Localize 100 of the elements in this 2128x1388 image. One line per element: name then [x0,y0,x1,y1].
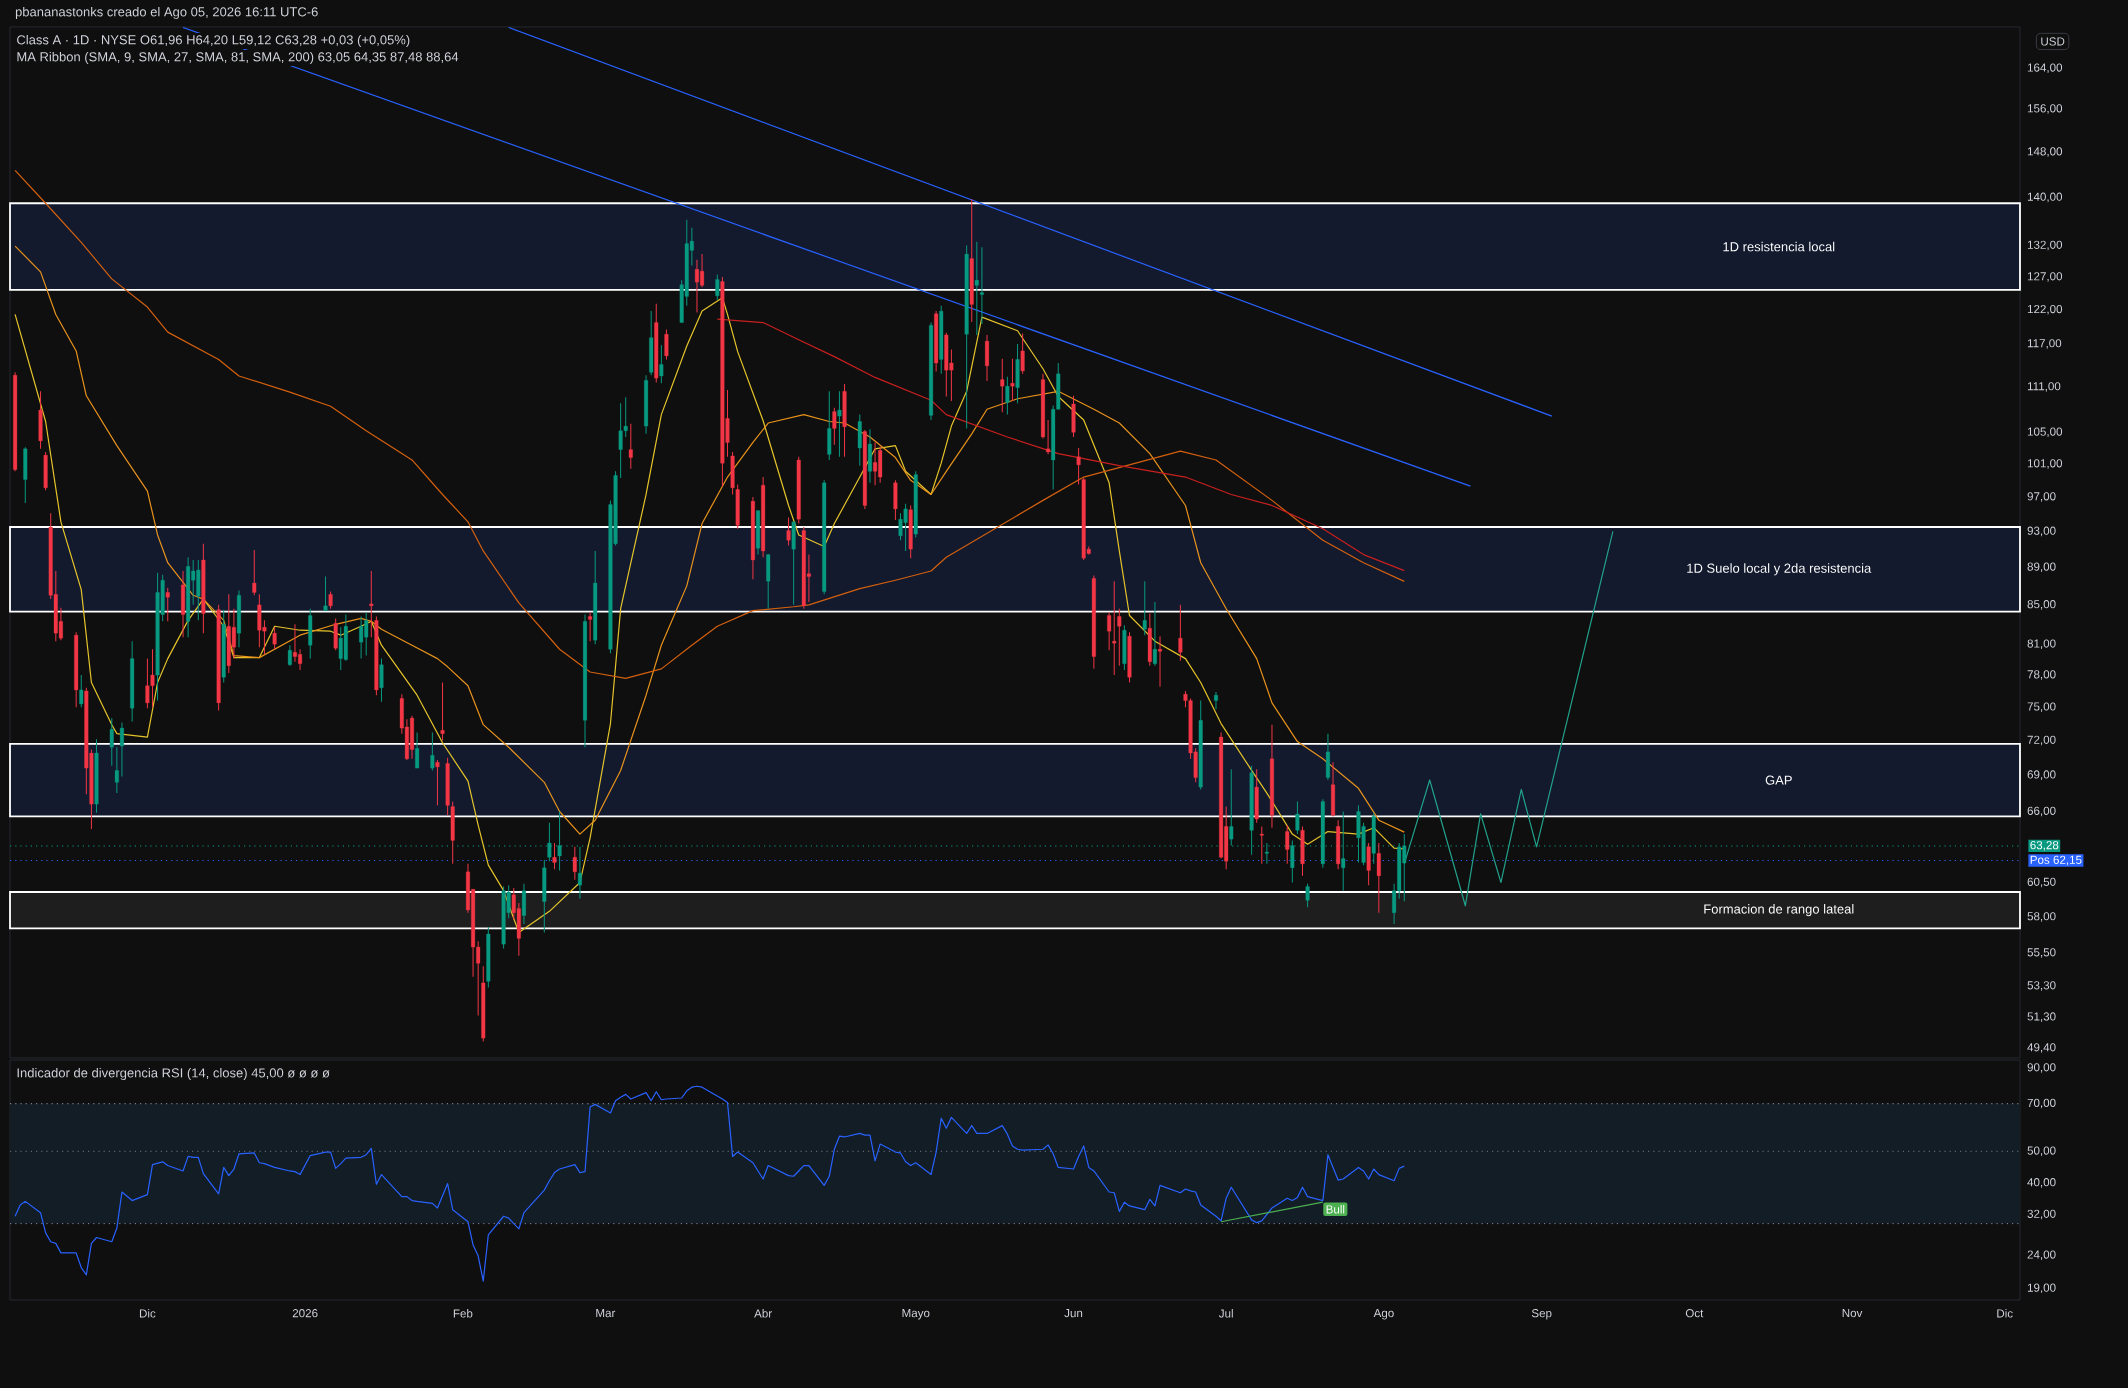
x-tick-label: Nov [1842,1309,1863,1318]
candlestick [837,390,842,458]
y-tick-label: 122,00 [2027,304,2063,315]
y-tick-label: 58,00 [2027,912,2056,922]
band-label: 1D Suelo local y 2da resistencia [1687,563,1872,576]
candlestick [1000,358,1005,413]
candlestick [628,423,633,470]
y-tick-label: 89,00 [2027,562,2056,573]
candlestick [440,682,445,741]
candlestick [435,759,440,806]
candlestick [1376,842,1381,914]
candlestick [572,846,577,881]
y-tick-label: 127,00 [2027,272,2063,282]
candlestick [1107,612,1112,651]
y-tick-label: 111,00 [2027,382,2061,392]
candlestick [79,674,84,708]
y-tick-label: 51,30 [2027,1012,2056,1022]
y-tick-label: 81,00 [2027,639,2056,649]
candlestick [252,549,257,596]
y-tick-label: 85,00 [2027,600,2056,610]
y-tick-label: 78,00 [2027,670,2056,680]
y-tick-label: 105,00 [2027,427,2063,438]
y-tick-label: 32,00 [2027,1209,2056,1220]
y-tick-label: 90,00 [2027,1063,2056,1073]
line-series [14,245,1405,835]
candlestick [1341,810,1346,892]
y-tick-label: 50,00 [2027,1146,2056,1157]
y-tick-label: 101,00 [2027,459,2063,469]
x-tick-label: Jul [1218,1309,1233,1318]
candlestick [1214,691,1218,710]
candlestick [832,407,837,446]
candlestick [547,822,552,862]
candlestick [1152,601,1157,667]
y-tick-label: 70,00 [2027,1098,2056,1109]
candlestick [974,241,979,336]
y-tick-label: 75,00 [2027,702,2056,712]
x-tick-label: Ago [1373,1309,1394,1320]
candlestick [1142,580,1147,636]
y-tick-label: 69,00 [2027,770,2056,780]
x-tick-label: Mayo [902,1309,930,1320]
line-series [716,318,1405,572]
candlestick [1020,333,1025,375]
y-tick-label: 66,00 [2027,806,2056,817]
candlestick [715,273,720,301]
series-label: Bull [1326,1204,1345,1214]
x-tick-label: Oct [1685,1309,1704,1318]
candlestick [272,626,277,650]
text: pbananastonks creado el Ago 05, 2026 16:11 UTC-6 [15,6,318,19]
band-label: Formacion de rango lateal [1704,904,1854,917]
y-tick-label: 72,00 [2027,735,2056,746]
candlestick [1112,580,1117,676]
candlestick [1117,608,1122,667]
candlestick [165,587,170,622]
candlestick [552,842,557,870]
ref-line-label: 63,28 [2030,841,2059,851]
y-tick-label: 55,50 [2027,948,2056,958]
candlestick [588,612,593,642]
y-tick-label: 140,00 [2027,192,2063,203]
y-tick-label: 60,50 [2027,877,2056,888]
y-axis-title: USD [2041,37,2065,46]
text: Indicador de divergencia RSI (14, close) 45,00 ø ø ø ø [17,1067,330,1081]
ref-line-label: Pos 62,15 [2030,855,2082,866]
candlestick [1178,604,1183,662]
y-tick-label: 148,00 [2027,147,2063,157]
candlestick [786,516,791,547]
candlestick [1285,824,1290,865]
candlestick [287,644,292,667]
candlestick [415,732,420,769]
x-tick-label: Feb [453,1309,473,1318]
candlestick [1259,825,1264,865]
y-tick-label: 19,00 [2027,1283,2056,1294]
candlestick [1046,419,1051,455]
x-tick-label: Sep [1531,1309,1552,1320]
band-label: GAP [1765,775,1792,785]
candlestick [119,721,124,777]
x-tick-label: Jun [1064,1309,1083,1318]
line-series [14,1085,1405,1282]
band-label: 1D resistencia local [1723,241,1835,252]
y-tick-label: 24,00 [2027,1250,2056,1261]
line-series [14,169,1405,679]
candlestick [1076,447,1081,485]
y-tick-label: 164,00 [2027,63,2063,74]
y-tick-label: 156,00 [2027,104,2063,114]
candlestick [1305,883,1310,908]
candlestick [1005,376,1010,416]
candlestick [1158,635,1162,688]
y-tick-label: 53,30 [2027,981,2056,991]
candlestick [430,732,435,771]
candlestick [577,846,582,900]
candlestick [1295,801,1300,835]
candlestick [1010,358,1015,402]
x-tick-label: Mar [596,1309,616,1318]
candlestick [557,810,562,871]
y-tick-label: 132,00 [2027,240,2063,251]
x-tick-label: Dic [139,1309,156,1318]
candlestick [323,576,328,612]
candlestick [114,746,119,794]
candlestick [379,658,384,703]
x-tick-label: Dic [1997,1309,2013,1318]
text: Class A · 1D · NYSE O61,96 H64,20 L59,12 C63,28 +0,03 (+0,05%) [17,34,410,48]
